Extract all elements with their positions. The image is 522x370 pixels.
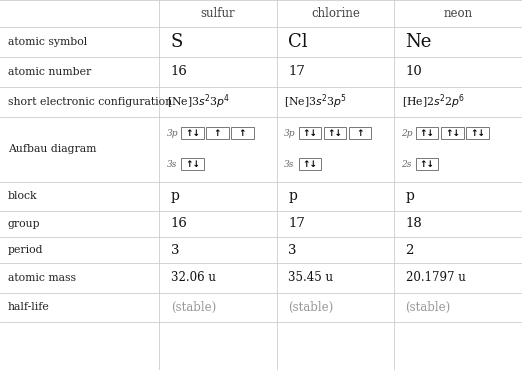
- FancyBboxPatch shape: [206, 127, 229, 139]
- Text: 2p: 2p: [401, 129, 413, 138]
- Text: sulfur: sulfur: [200, 7, 235, 20]
- Text: (stable): (stable): [171, 301, 216, 314]
- FancyBboxPatch shape: [324, 127, 346, 139]
- Text: 3p: 3p: [167, 129, 178, 138]
- Text: p: p: [406, 189, 414, 203]
- Text: block: block: [8, 191, 38, 201]
- Text: 32.06 u: 32.06 u: [171, 271, 216, 285]
- Text: atomic symbol: atomic symbol: [8, 37, 87, 47]
- Text: ↑↓: ↑↓: [185, 159, 200, 169]
- Text: chlorine: chlorine: [311, 7, 360, 20]
- Text: 3s: 3s: [284, 159, 294, 169]
- FancyBboxPatch shape: [349, 127, 371, 139]
- Text: Ne: Ne: [406, 33, 432, 51]
- Text: [Ne]3$s^2$3$p^4$: [Ne]3$s^2$3$p^4$: [167, 92, 230, 111]
- Text: ↑↓: ↑↓: [420, 159, 435, 169]
- Text: neon: neon: [444, 7, 472, 20]
- Text: ↑↓: ↑↓: [302, 129, 317, 138]
- FancyBboxPatch shape: [441, 127, 464, 139]
- Text: ↑: ↑: [356, 129, 364, 138]
- Text: ↑↓: ↑↓: [420, 129, 435, 138]
- Text: (stable): (stable): [406, 301, 451, 314]
- Text: ↑: ↑: [213, 129, 221, 138]
- Text: ↑↓: ↑↓: [302, 159, 317, 169]
- Text: 10: 10: [406, 65, 422, 78]
- Text: 2: 2: [406, 243, 414, 257]
- FancyBboxPatch shape: [231, 127, 254, 139]
- Text: 2s: 2s: [401, 159, 412, 169]
- Text: Aufbau diagram: Aufbau diagram: [8, 144, 96, 154]
- Text: (stable): (stable): [288, 301, 334, 314]
- Text: 3: 3: [171, 243, 179, 257]
- Text: ↑↓: ↑↓: [470, 129, 485, 138]
- Text: 20.1797 u: 20.1797 u: [406, 271, 465, 285]
- Text: p: p: [288, 189, 297, 203]
- Text: atomic mass: atomic mass: [8, 273, 76, 283]
- Text: [He]2$s^2$2$p^6$: [He]2$s^2$2$p^6$: [402, 92, 465, 111]
- Text: 3s: 3s: [167, 159, 177, 169]
- FancyBboxPatch shape: [299, 127, 321, 139]
- Text: ↑↓: ↑↓: [185, 129, 200, 138]
- Text: ↑↓: ↑↓: [445, 129, 460, 138]
- Text: short electronic configuration: short electronic configuration: [8, 97, 172, 107]
- Text: [Ne]3$s^2$3$p^5$: [Ne]3$s^2$3$p^5$: [284, 92, 348, 111]
- Text: period: period: [8, 245, 43, 255]
- Text: S: S: [171, 33, 183, 51]
- Text: 17: 17: [288, 65, 305, 78]
- Text: half-life: half-life: [8, 302, 50, 312]
- Text: p: p: [171, 189, 180, 203]
- FancyBboxPatch shape: [466, 127, 489, 139]
- Text: atomic number: atomic number: [8, 67, 91, 77]
- FancyBboxPatch shape: [181, 127, 204, 139]
- FancyBboxPatch shape: [416, 127, 438, 139]
- Text: 17: 17: [288, 217, 305, 231]
- Text: 16: 16: [171, 65, 187, 78]
- FancyBboxPatch shape: [181, 158, 204, 170]
- Text: Cl: Cl: [288, 33, 308, 51]
- Text: group: group: [8, 219, 41, 229]
- FancyBboxPatch shape: [299, 158, 321, 170]
- Text: 18: 18: [406, 217, 422, 231]
- Text: 3: 3: [288, 243, 296, 257]
- FancyBboxPatch shape: [416, 158, 438, 170]
- Text: 3p: 3p: [284, 129, 295, 138]
- Text: ↑↓: ↑↓: [327, 129, 342, 138]
- Text: 16: 16: [171, 217, 187, 231]
- Text: 35.45 u: 35.45 u: [288, 271, 333, 285]
- Text: ↑: ↑: [239, 129, 246, 138]
